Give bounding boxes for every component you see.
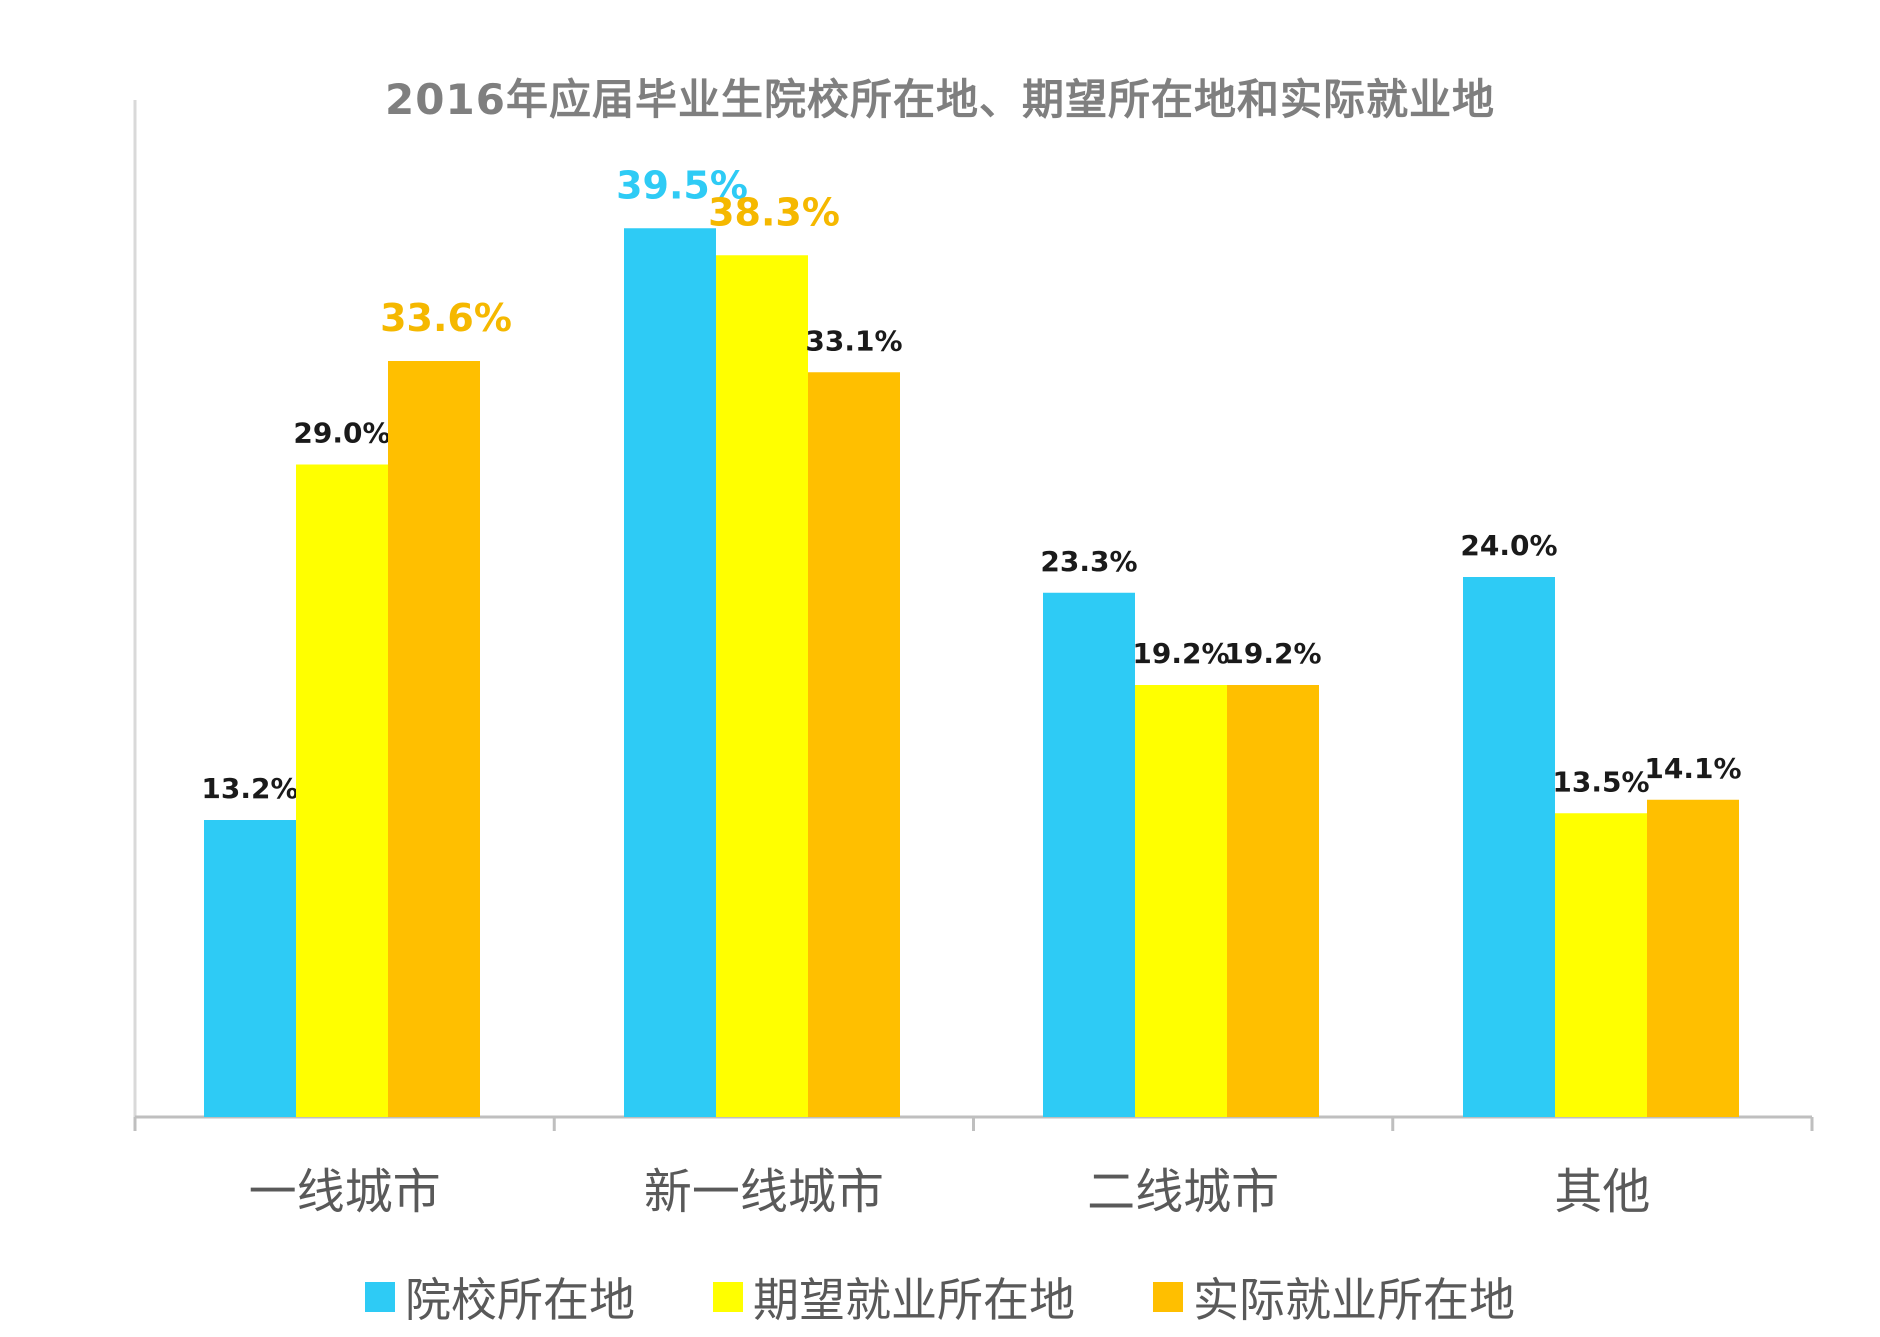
legend-swatch-campus xyxy=(365,1282,395,1312)
data-label: 19.2% xyxy=(1224,637,1321,670)
bar xyxy=(204,820,296,1117)
data-label: 33.6% xyxy=(380,296,512,340)
category-label: 二线城市 xyxy=(1087,1164,1279,1220)
category-label: 新一线城市 xyxy=(644,1164,884,1220)
category-label: 其他 xyxy=(1554,1164,1650,1220)
data-label: 29.0% xyxy=(293,417,390,450)
legend-label-campus: 院校所在地 xyxy=(405,1273,635,1327)
bar xyxy=(296,464,388,1117)
data-label: 23.3% xyxy=(1040,545,1137,578)
data-label: 19.2% xyxy=(1132,637,1229,670)
bar xyxy=(1135,685,1227,1117)
bar xyxy=(808,372,900,1117)
legend-item-campus: 院校所在地 xyxy=(365,1264,635,1330)
data-label: 14.1% xyxy=(1644,752,1741,785)
legend-item-actual: 实际就业所在地 xyxy=(1153,1264,1515,1330)
bar xyxy=(624,228,716,1117)
bar xyxy=(1043,592,1135,1117)
bar xyxy=(716,255,808,1117)
bar xyxy=(1227,685,1319,1117)
legend-item-expected: 期望就业所在地 xyxy=(713,1264,1075,1330)
legend-swatch-expected xyxy=(713,1282,743,1312)
bar xyxy=(1555,813,1647,1117)
legend-swatch-actual xyxy=(1153,1282,1183,1312)
data-label: 33.1% xyxy=(805,324,902,357)
data-label: 39.5% xyxy=(616,163,748,207)
bar xyxy=(388,361,480,1117)
category-label: 一线城市 xyxy=(249,1164,441,1220)
data-label: 13.2% xyxy=(201,772,298,805)
chart-title: 2016年应届毕业生院校所在地、期望所在地和实际就业地 xyxy=(385,75,1495,124)
bar xyxy=(1647,799,1739,1117)
data-label: 13.5% xyxy=(1552,765,1649,798)
legend-label-actual: 实际就业所在地 xyxy=(1193,1273,1515,1327)
bar xyxy=(1463,577,1555,1117)
legend: 院校所在地 期望就业所在地 实际就业所在地 xyxy=(0,1262,1880,1332)
data-label: 24.0% xyxy=(1460,529,1557,562)
legend-label-expected: 期望就业所在地 xyxy=(753,1273,1075,1327)
data-label: 38.3% xyxy=(708,190,840,234)
